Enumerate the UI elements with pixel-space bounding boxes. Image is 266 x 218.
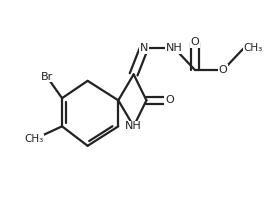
Text: NH: NH — [125, 121, 142, 131]
Text: Br: Br — [41, 72, 53, 82]
Text: O: O — [165, 95, 174, 105]
Text: CH₃: CH₃ — [244, 43, 263, 53]
Text: CH₃: CH₃ — [24, 134, 44, 144]
Text: O: O — [219, 65, 227, 75]
Text: NH: NH — [166, 43, 183, 53]
Text: N: N — [140, 43, 148, 53]
Text: O: O — [191, 37, 200, 47]
